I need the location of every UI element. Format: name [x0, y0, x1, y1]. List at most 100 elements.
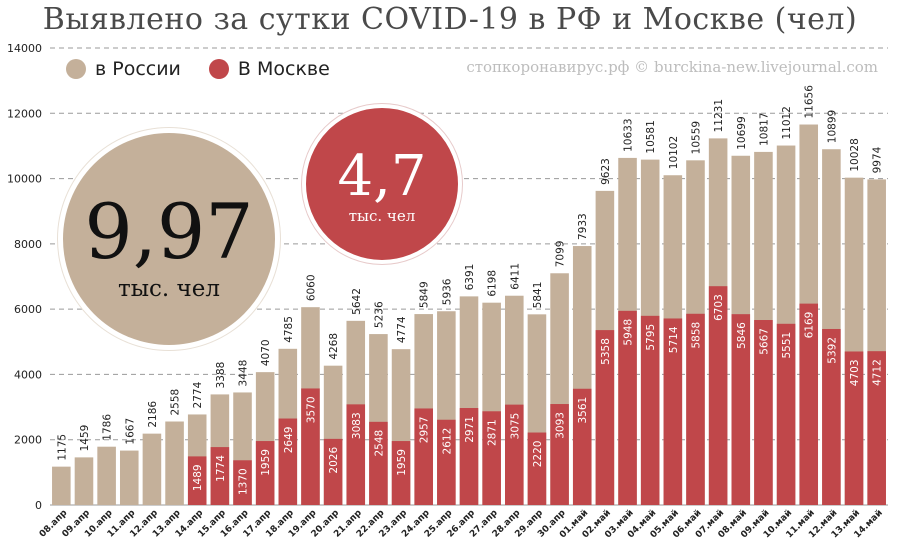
bar-moscow	[640, 315, 660, 505]
bar-moscow	[618, 310, 637, 505]
bar-moscow	[278, 418, 298, 505]
source-credit: стопкоронавирус.рф © burckina-new.livejo…	[466, 58, 878, 76]
data-label-moscow: 2026	[328, 447, 340, 474]
data-label-moscow: 6169	[804, 312, 816, 339]
chart-title: Выявлено за сутки COVID-19 в РФ и Москве…	[42, 2, 858, 37]
y-tick-label: 12000	[7, 107, 42, 120]
data-label-russia: 2774	[192, 381, 204, 408]
data-label-russia: 7099	[555, 241, 567, 268]
bar-moscow	[391, 441, 411, 505]
bar-moscow	[437, 419, 456, 505]
bar-moscow	[731, 314, 751, 505]
bar-moscow	[776, 323, 796, 505]
bar-moscow	[414, 408, 433, 505]
data-label-russia: 6391	[464, 264, 476, 291]
bar-russia	[97, 446, 116, 505]
bar-moscow	[844, 351, 864, 505]
data-label-moscow: 2649	[283, 427, 295, 454]
data-label-russia: 11656	[804, 85, 816, 119]
bar-moscow	[255, 441, 275, 505]
data-label-russia: 6198	[487, 270, 499, 297]
bar-russia	[165, 421, 184, 505]
data-label-moscow: 1959	[260, 449, 272, 476]
moscow-total-unit: тыс. чел	[348, 207, 416, 225]
legend-label-russia: в России	[95, 58, 181, 80]
bar-moscow	[482, 411, 501, 505]
data-label-russia: 5841	[532, 282, 544, 309]
data-label-russia: 1667	[124, 418, 136, 445]
data-label-russia: 5936	[441, 278, 453, 305]
data-label-russia: 10633	[623, 119, 635, 152]
moscow-total-value: 4,7	[337, 144, 427, 209]
bar-moscow	[686, 313, 705, 505]
data-label-russia: 1459	[79, 425, 91, 452]
data-label-moscow: 3075	[509, 413, 521, 440]
data-label-russia: 11012	[781, 106, 793, 139]
data-label-russia: 7933	[577, 213, 589, 240]
legend-swatch-russia	[66, 59, 86, 79]
data-label-moscow: 5714	[668, 326, 680, 353]
data-label-moscow: 1370	[238, 468, 250, 495]
data-label-russia: 3388	[215, 362, 227, 389]
data-label-moscow: 2612	[441, 428, 453, 455]
data-label-moscow: 3570	[305, 396, 317, 423]
data-label-russia: 4268	[328, 333, 340, 360]
data-label-russia: 10028	[849, 138, 861, 171]
data-label-russia: 6060	[305, 274, 317, 301]
bar-moscow	[527, 432, 547, 505]
data-label-russia: 10699	[736, 116, 748, 149]
data-label-russia: 10102	[668, 136, 680, 169]
bar-moscow	[233, 460, 252, 505]
data-label-moscow: 6703	[713, 294, 725, 321]
data-label-russia: 1786	[102, 414, 114, 441]
y-tick-label: 8000	[14, 238, 42, 251]
data-label-moscow: 1489	[192, 464, 204, 491]
data-label-moscow: 5392	[826, 337, 838, 364]
bar-moscow	[550, 404, 569, 505]
bar-russia	[52, 466, 71, 505]
data-label-russia: 3448	[238, 360, 250, 387]
bar-moscow	[867, 351, 886, 505]
data-label-russia: 4785	[283, 316, 295, 343]
data-label-moscow: 5795	[645, 324, 657, 351]
legend: в России В Москве	[66, 58, 358, 80]
data-label-russia: 5236	[373, 301, 385, 328]
data-label-moscow: 1774	[215, 455, 227, 482]
bar-moscow	[369, 421, 388, 505]
bar-moscow	[346, 404, 366, 505]
data-label-russia: 4070	[260, 339, 272, 366]
data-label-russia: 11231	[713, 99, 725, 132]
bar-russia	[74, 457, 94, 505]
bar-moscow	[187, 456, 207, 505]
bars	[52, 124, 886, 506]
data-label-russia: 2558	[170, 389, 182, 416]
bar-moscow	[799, 303, 819, 505]
data-label-moscow: 5358	[600, 338, 612, 365]
bar-moscow	[301, 388, 320, 505]
bar-moscow	[210, 447, 230, 505]
data-label-russia: 9623	[600, 158, 612, 185]
y-tick-label: 2000	[14, 434, 42, 447]
data-label-russia: 2186	[147, 401, 159, 428]
bar-moscow	[822, 328, 841, 505]
y-tick-label: 10000	[7, 173, 42, 186]
bar-moscow	[505, 404, 524, 505]
y-tick-label: 14000	[7, 42, 42, 55]
data-labels: 1175 1459 1786 1667 2186 2558 1489 2774 1774 3388…	[56, 85, 883, 495]
data-label-moscow: 2548	[373, 430, 385, 457]
bar-moscow	[595, 330, 615, 505]
data-label-moscow: 4703	[849, 359, 861, 386]
data-label-russia: 10817	[758, 112, 770, 145]
data-label-moscow: 4712	[872, 359, 884, 386]
data-label-moscow: 5667	[758, 328, 770, 355]
y-tick-label: 6000	[14, 303, 42, 316]
bar-moscow	[572, 388, 592, 505]
bar-russia	[142, 433, 162, 505]
russia-total-value: 9,97	[84, 187, 254, 276]
data-label-moscow: 3561	[577, 397, 589, 424]
data-label-moscow: 2971	[464, 416, 476, 443]
bar-moscow	[663, 318, 683, 505]
data-label-russia: 10581	[645, 120, 657, 153]
bar-moscow	[754, 320, 773, 505]
